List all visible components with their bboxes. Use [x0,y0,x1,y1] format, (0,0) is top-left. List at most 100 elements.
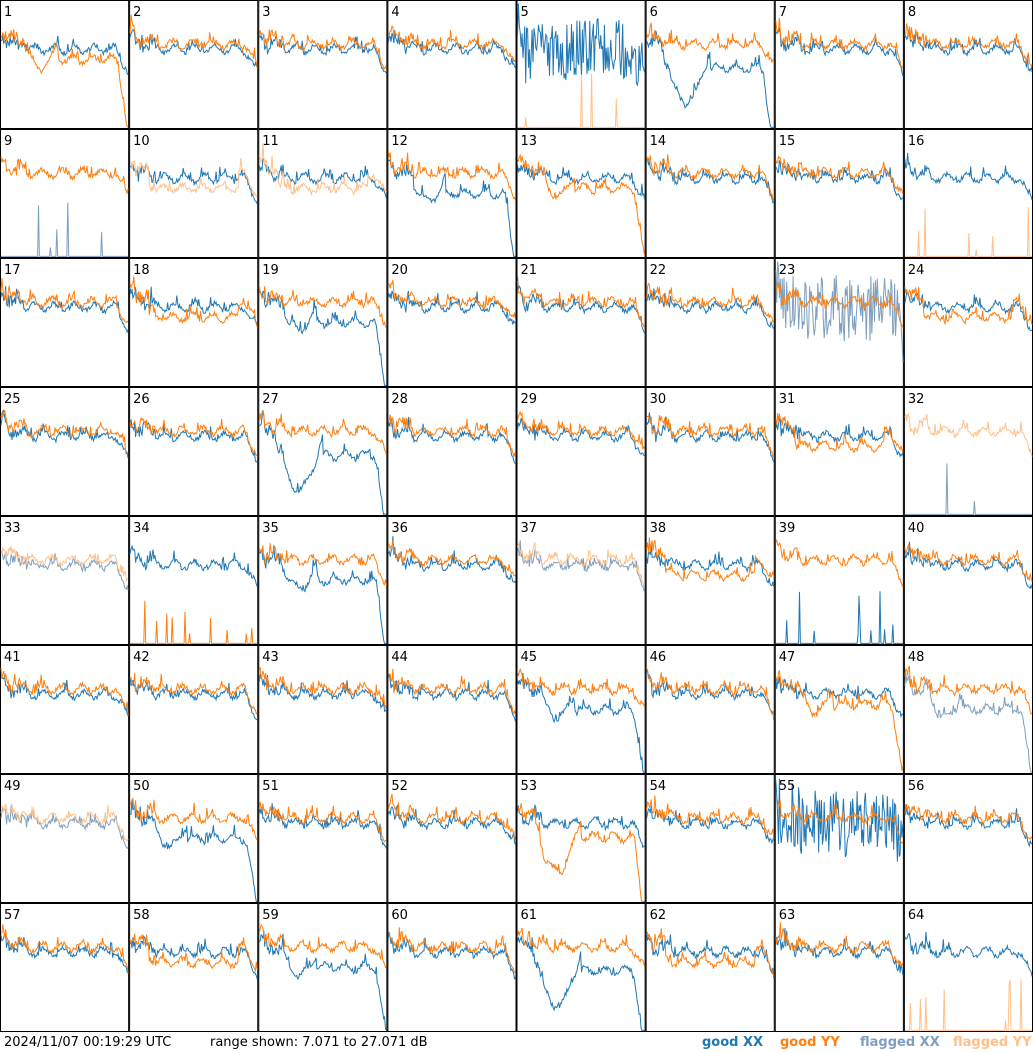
panel-frame [516,645,646,774]
panel-frame [0,645,130,774]
panel-label: 62 [650,908,667,923]
series-xx [904,673,1032,773]
series-yy [775,669,904,771]
panel-frame [903,516,1033,645]
panel-frame [387,903,517,1032]
series-yy [904,543,1033,582]
panel-frame [774,387,904,516]
panel-frame [903,645,1033,774]
panel-61: 61 [516,903,646,1032]
panel-35: 35 [258,516,388,645]
series-xx [129,935,258,980]
series-xx [387,416,516,464]
panel-label: 34 [133,521,150,536]
panel-6: 6 [645,0,775,129]
panel-frame [129,0,259,129]
panel-frame [258,129,388,258]
timestamp: 2024/11/07 00:19:29 UTC [4,1035,172,1050]
panel-62: 62 [645,903,775,1032]
series-yy [387,414,516,459]
series-xx [646,30,774,128]
footer: 2024/11/07 00:19:29 UTC range shown: 7.0… [0,1033,1033,1053]
series-xx [775,928,904,976]
series-xx [0,805,129,850]
panel-label: 10 [133,134,150,149]
panel-label: 5 [521,5,529,20]
series-xx [904,291,1033,332]
series-xx [387,536,516,583]
legend-flagged-yy: flagged YY [953,1035,1032,1050]
series-yy [646,928,775,976]
panel-1: 1 [0,0,130,129]
panel-38: 38 [645,516,775,645]
panel-frame [387,516,517,645]
panel-11: 11 [258,129,388,258]
panel-frame [0,387,130,516]
series-xx [258,930,387,1031]
series-xx [904,931,1033,977]
panel-label: 41 [4,650,21,665]
panel-label: 12 [391,134,408,149]
series-yy [0,667,129,716]
series-yy [517,927,646,968]
panel-frame [903,0,1033,129]
panel-31: 31 [774,387,904,516]
panel-label: 54 [650,779,667,794]
series-xx [129,286,258,326]
panel-label: 49 [4,779,21,794]
panel-frame [774,516,904,645]
panel-label: 40 [908,521,925,536]
panel-label: 24 [908,263,925,278]
series-yy [904,206,1032,257]
panel-12: 12 [387,129,517,258]
panel-5: 5 [516,0,646,129]
series-xx [258,673,387,713]
panel-frame [774,903,904,1032]
series-xx [904,463,1032,515]
series-xx [129,29,258,68]
panel-8: 8 [903,0,1033,129]
panel-9: 9 [0,129,130,258]
panel-label: 21 [521,263,538,278]
panel-frame [258,774,388,903]
panel-64: 64 [903,903,1033,1032]
series-xx [775,417,904,458]
series-xx [775,591,903,644]
series-yy [775,282,904,328]
series-yy [646,667,775,718]
panel-7: 7 [774,0,904,129]
panel-label: 25 [4,392,21,407]
series-yy [646,537,775,583]
panel-60: 60 [387,903,517,1032]
panel-frame [0,129,130,258]
series-xx [904,152,1033,201]
series-xx [129,544,258,587]
panel-22: 22 [645,258,775,387]
series-yy [258,29,387,70]
series-yy [775,922,904,967]
series-yy [904,413,1033,457]
panel-33: 33 [0,516,130,645]
series-xx [517,673,645,773]
series-yy [517,803,645,902]
panel-52: 52 [387,774,517,903]
panel-36: 36 [387,516,517,645]
panel-label: 53 [521,779,538,794]
panel-15: 15 [774,129,904,258]
panel-24: 24 [903,258,1033,387]
panel-label: 37 [521,521,538,536]
panel-37: 37 [516,516,646,645]
panel-55: 55 [774,774,904,903]
panel-label: 58 [133,908,150,923]
panel-4: 4 [387,0,517,129]
legend-good-xx: good XX [702,1035,764,1050]
panel-label: 16 [908,134,925,149]
series-xx [517,935,645,1031]
series-xx [258,158,387,199]
series-xx [0,34,129,76]
series-yy [904,803,1033,840]
series-yy [0,546,129,583]
panel-frame [258,645,388,774]
panel-49: 49 [0,774,130,903]
